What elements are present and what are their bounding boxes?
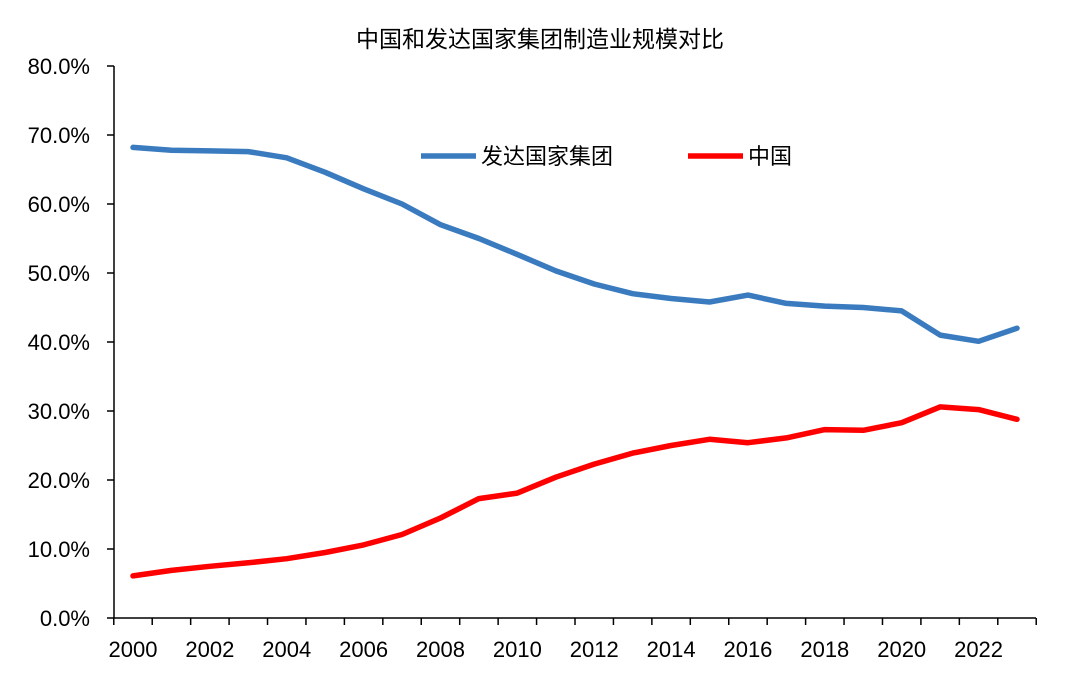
x-tick-label: 2020 xyxy=(877,637,926,662)
x-tick-label: 2000 xyxy=(109,637,158,662)
y-axis: 0.0% 10.0% 20.0% 30.0% 40.0% 50.0% 60.0% 70.0% 8… xyxy=(28,54,115,631)
x-tick-label: 2010 xyxy=(493,637,542,662)
x-tick-label: 2022 xyxy=(954,637,1003,662)
legend-label: 发达国家集团 xyxy=(481,145,613,170)
y-tick-label: 70.0% xyxy=(28,123,90,148)
series-line-developed xyxy=(130,144,1020,345)
y-tick-label: 80.0% xyxy=(28,54,90,79)
y-tick-label: 50.0% xyxy=(28,261,90,286)
x-tick-label: 2008 xyxy=(416,637,465,662)
y-tick-label: 10.0% xyxy=(28,537,90,562)
x-tick-label: 2004 xyxy=(262,637,311,662)
x-tick-label: 2002 xyxy=(185,637,234,662)
x-tick-label: 2018 xyxy=(800,637,849,662)
x-tick-label: 2006 xyxy=(339,637,388,662)
y-tick-label: 30.0% xyxy=(28,399,90,424)
legend-label: 中国 xyxy=(748,145,792,170)
plot-area xyxy=(130,144,1020,579)
x-axis: 2000 2002 2004 2006 2008 2010 2012 2014 2016 2018… xyxy=(109,617,1037,662)
chart-title: 中国和发达国家集团制造业规模对比 xyxy=(356,27,724,53)
legend: 发达国家集团 中国 xyxy=(421,145,792,170)
y-tick-label: 40.0% xyxy=(28,330,90,355)
x-tick-label: 2012 xyxy=(570,637,619,662)
x-tick-label: 2014 xyxy=(647,637,696,662)
y-tick-label: 20.0% xyxy=(28,468,90,493)
series-line-china xyxy=(130,404,1020,579)
y-tick-label: 0.0% xyxy=(40,606,90,631)
y-tick-label: 60.0% xyxy=(28,192,90,217)
x-tick-label: 2016 xyxy=(723,637,772,662)
